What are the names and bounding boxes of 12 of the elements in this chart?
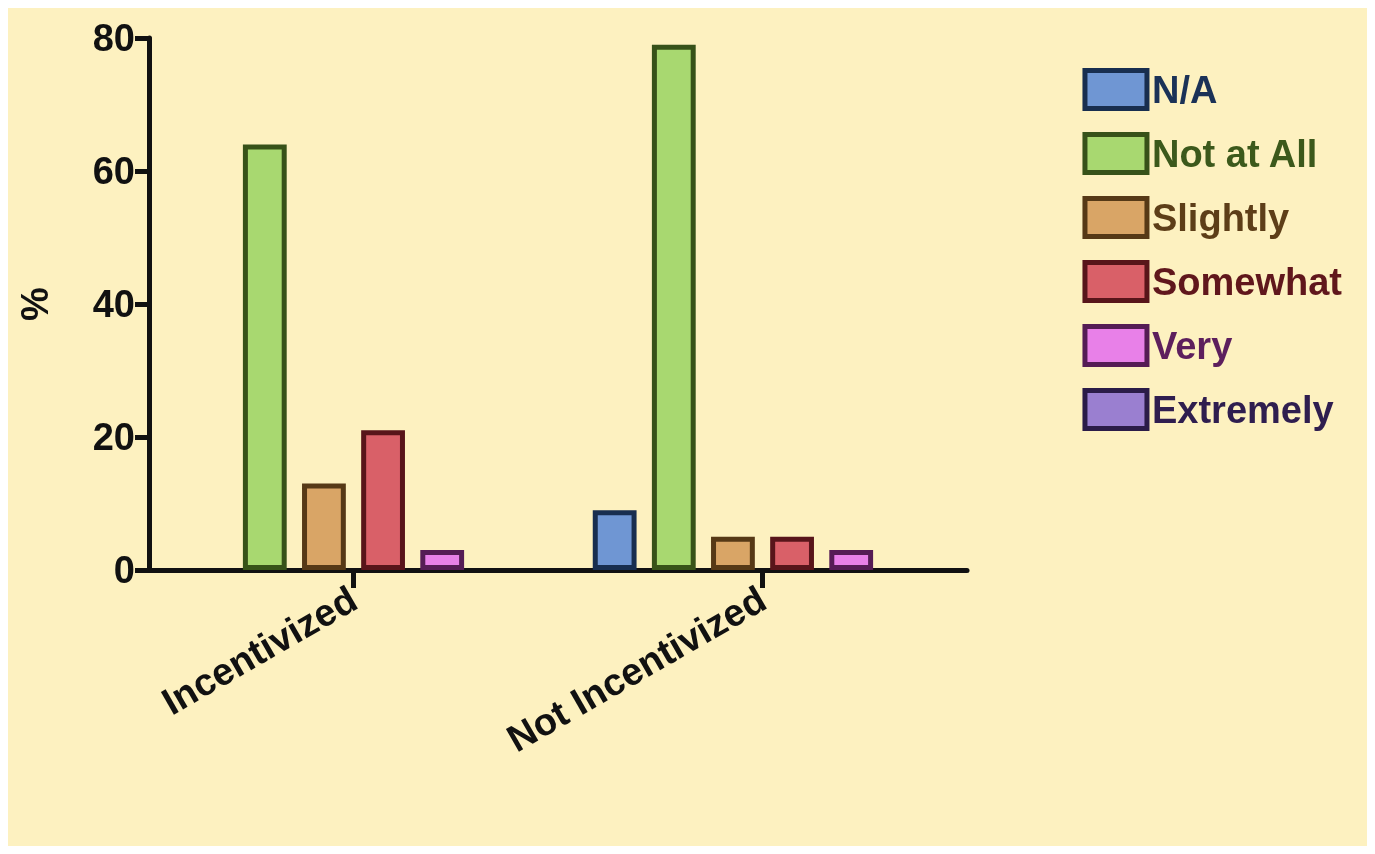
y-tick-label: 20: [92, 416, 135, 458]
legend-label: Extremely: [1151, 388, 1334, 431]
legend-label: Very: [1151, 324, 1233, 367]
legend-label: N/A: [1151, 68, 1218, 111]
y-tick-label: 60: [92, 150, 135, 192]
y-tick-label: 40: [92, 283, 135, 325]
y-tick-label: 0: [113, 549, 135, 591]
y-axis-title: %: [14, 287, 56, 321]
legend-label: Slightly: [1151, 196, 1290, 239]
y-tick-label: 80: [92, 17, 135, 59]
legend-label: Not at All: [1151, 132, 1318, 175]
legend-label: Somewhat: [1151, 260, 1343, 303]
